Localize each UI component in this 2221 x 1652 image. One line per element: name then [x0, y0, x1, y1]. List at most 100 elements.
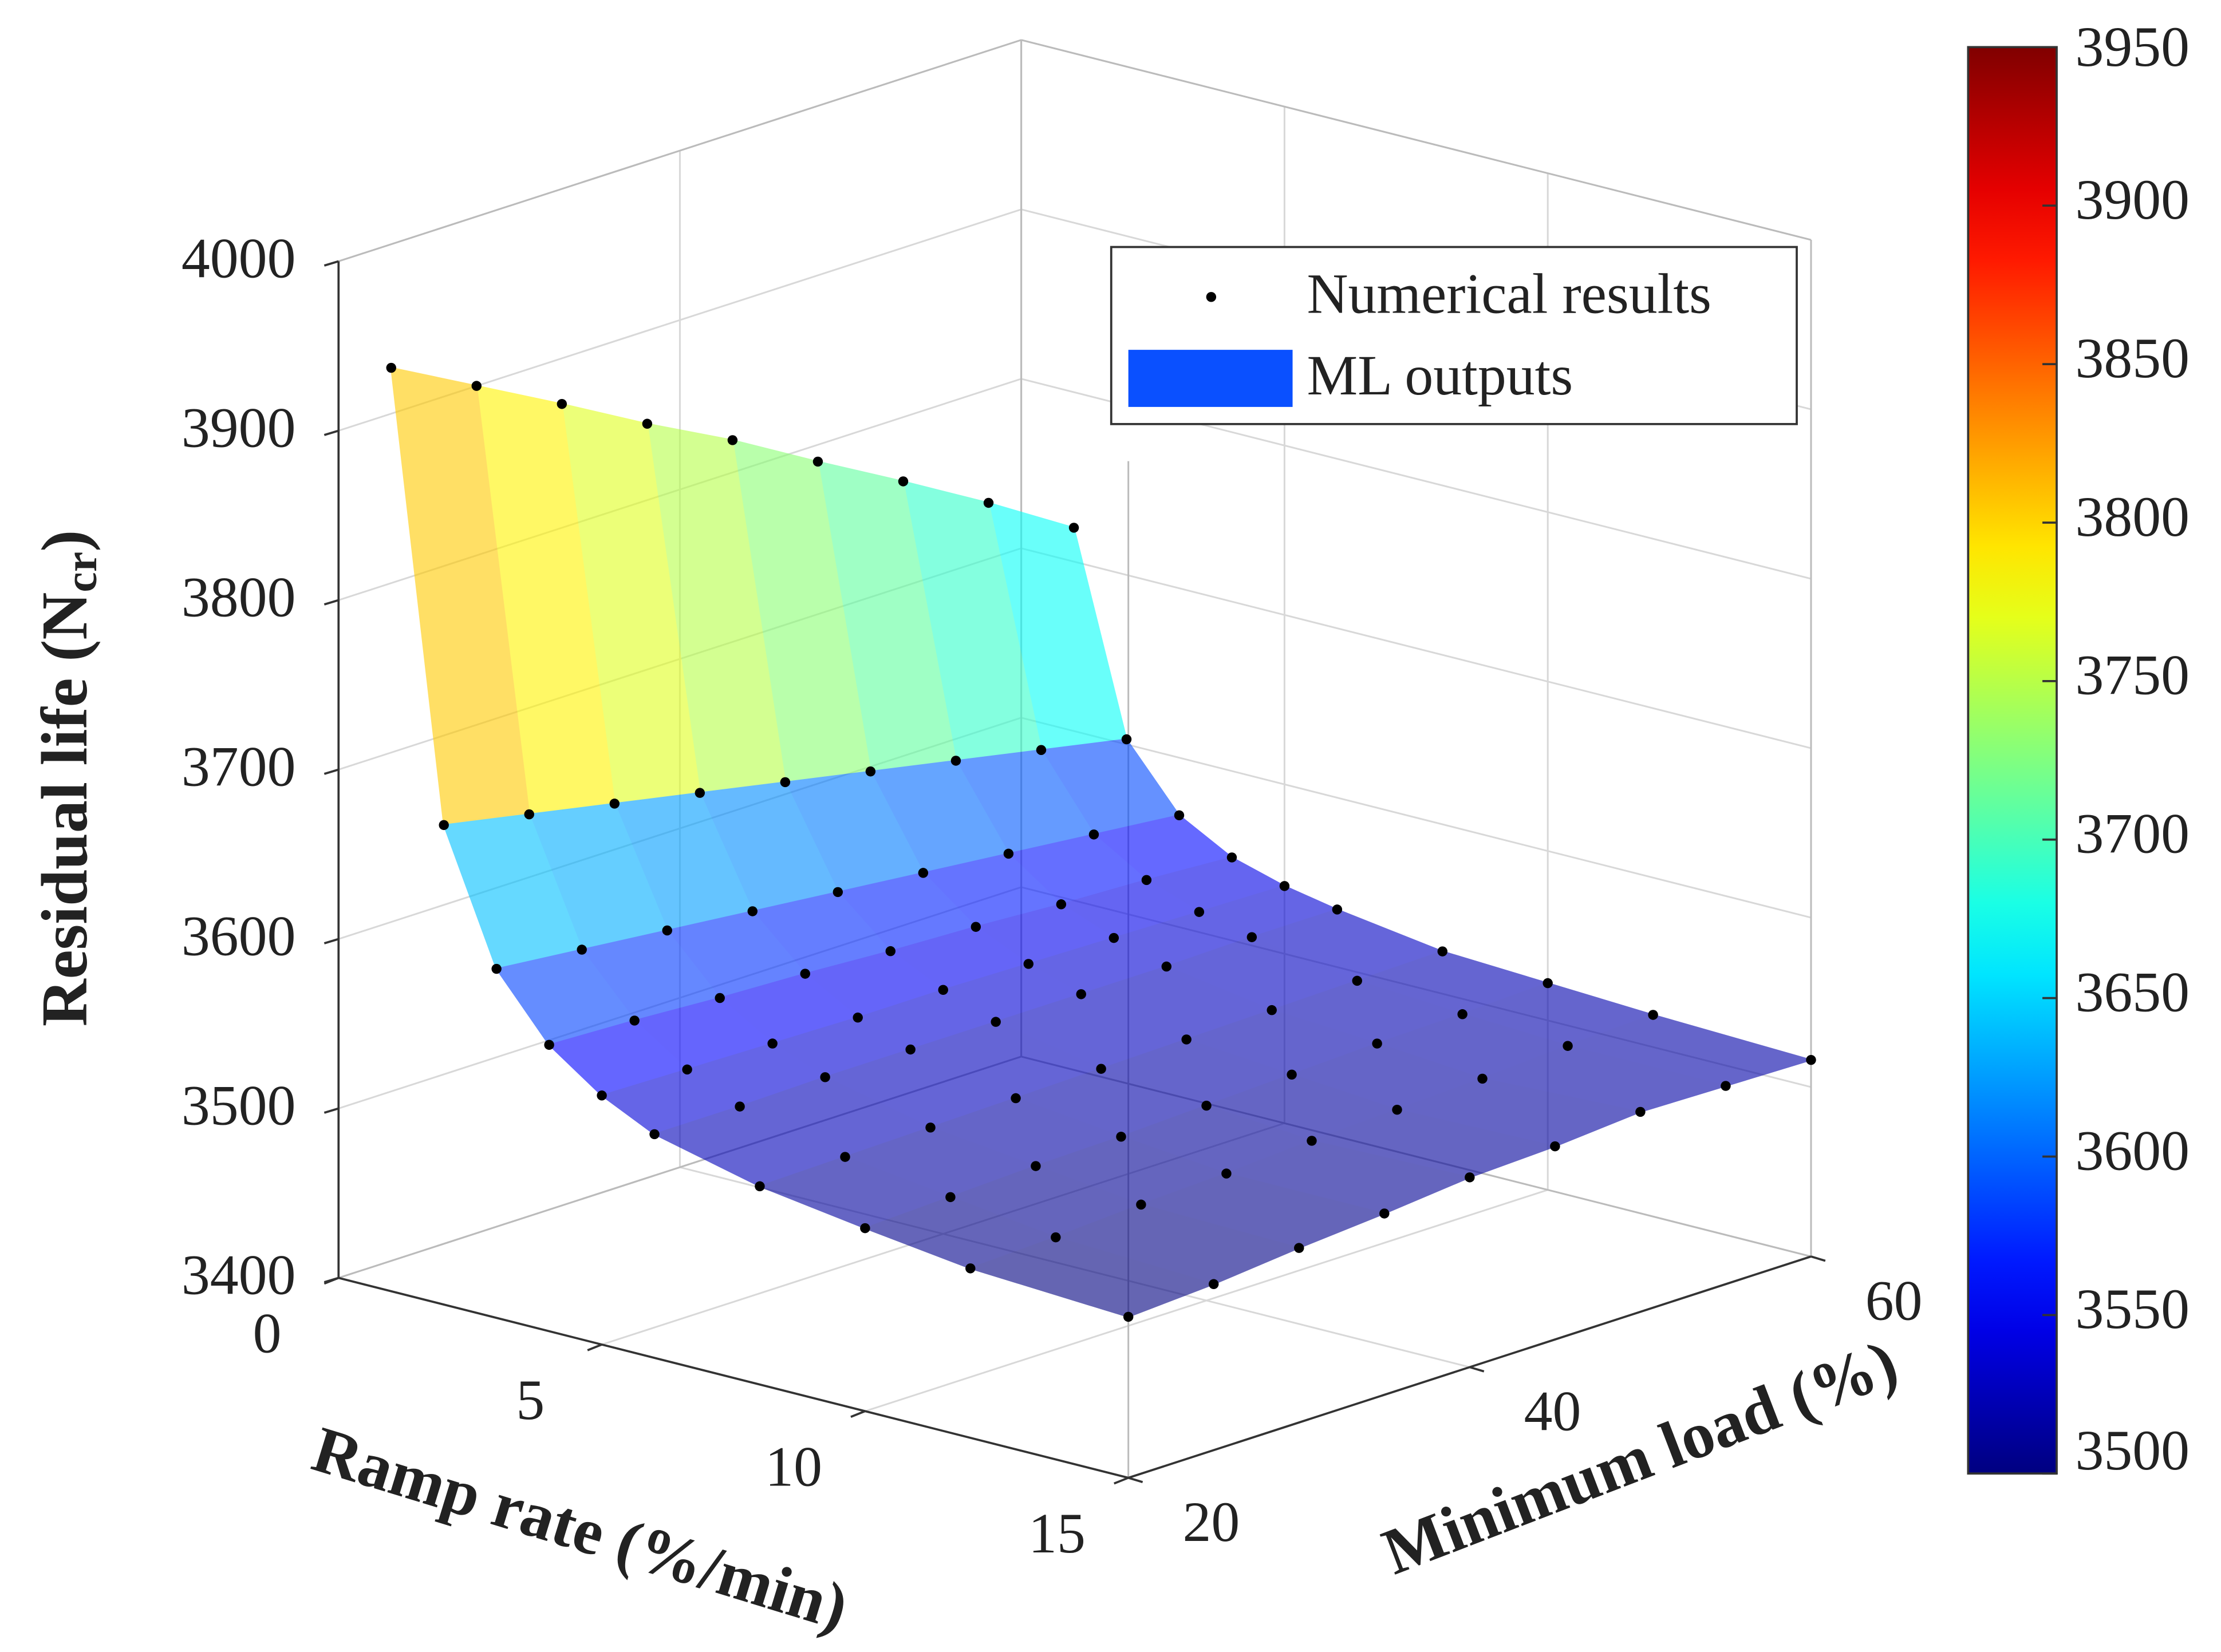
data-point	[1287, 1069, 1297, 1080]
y-tick-label: 40	[1524, 1380, 1581, 1443]
x-tick-label: 0	[253, 1302, 282, 1365]
y-tick	[1128, 1476, 1143, 1483]
data-point	[1121, 734, 1132, 745]
surface	[390, 367, 1812, 1318]
data-point	[682, 1064, 692, 1075]
data-point	[1457, 1009, 1467, 1019]
box-edge	[338, 39, 1022, 262]
data-point	[1076, 989, 1086, 999]
data-point	[491, 963, 502, 974]
z-tick-label: 3600	[182, 904, 296, 967]
data-point	[471, 381, 482, 391]
data-point	[1208, 1279, 1219, 1290]
data-point	[524, 809, 534, 820]
data-point	[1465, 1172, 1475, 1183]
data-point	[1806, 1054, 1816, 1065]
data-point	[1226, 852, 1237, 863]
data-point	[557, 399, 567, 409]
z-axis-label-part: Residual life (N	[28, 592, 101, 1027]
data-point	[1550, 1141, 1560, 1152]
data-point	[1056, 899, 1067, 910]
grid-line	[1021, 717, 1812, 919]
data-point	[780, 777, 791, 788]
data-point	[1379, 1208, 1390, 1219]
data-point	[695, 788, 705, 798]
z-tick	[324, 768, 339, 775]
data-point	[898, 476, 909, 487]
y-tick-label: 60	[1865, 1268, 1923, 1332]
data-point	[1221, 1168, 1232, 1179]
data-point	[1267, 1005, 1277, 1015]
data-point	[439, 820, 449, 831]
colorbar-tick-label: 3650	[2075, 960, 2190, 1023]
data-point	[983, 497, 994, 508]
data-point	[1088, 829, 1099, 840]
x-tick-label: 5	[516, 1368, 545, 1432]
colorbar: 3500 3550 3600 3650 3700 3750 3800 3850 3900 3950	[1967, 15, 2190, 1482]
z-axis-label-sub: cr	[56, 552, 106, 592]
data-point	[1051, 1232, 1061, 1243]
data-point	[1477, 1073, 1488, 1084]
legend: Numerical results ML outputs	[1110, 246, 1798, 425]
z-tick-label: 3400	[182, 1243, 296, 1306]
data-point	[1068, 523, 1079, 533]
data-point	[1116, 1132, 1126, 1142]
z-tick	[324, 429, 339, 436]
data-point	[1721, 1081, 1731, 1091]
data-point	[991, 1017, 1001, 1027]
y-axis-label: Minimum load (%)	[1373, 1326, 1907, 1588]
data-point	[544, 1040, 554, 1050]
x-tick-label: 15	[1028, 1501, 1086, 1565]
colorbar-tick-label: 3850	[2075, 326, 2190, 390]
data-point	[1123, 1311, 1134, 1322]
data-point	[735, 1101, 745, 1112]
data-point	[642, 418, 653, 429]
data-point	[820, 1072, 830, 1082]
y-tick-label: 20	[1182, 1490, 1240, 1554]
z-tick-label: 3800	[182, 565, 296, 629]
data-point	[1181, 1034, 1192, 1045]
data-point	[1201, 1100, 1212, 1111]
colorbar-tick-label: 3950	[2075, 15, 2190, 78]
data-point	[1294, 1243, 1304, 1253]
data-point	[577, 944, 587, 955]
data-point	[1372, 1038, 1382, 1049]
y-tick	[1810, 1255, 1826, 1262]
data-point	[386, 362, 396, 373]
data-point	[800, 969, 810, 979]
data-point	[747, 906, 758, 916]
data-point	[1543, 978, 1553, 989]
data-point	[885, 946, 896, 957]
data-point	[1635, 1106, 1646, 1117]
grid-line	[1021, 547, 1812, 749]
data-point	[629, 1015, 640, 1026]
z-tick-label: 3900	[182, 396, 296, 459]
x-tick-label: 10	[765, 1434, 822, 1498]
data-point	[1352, 975, 1362, 986]
data-point	[1003, 848, 1014, 859]
data-point	[918, 868, 929, 878]
data-point	[840, 1152, 850, 1162]
data-point	[715, 993, 725, 1003]
z-tick	[324, 260, 339, 267]
x-axis-line	[338, 1276, 1129, 1479]
data-point	[1141, 875, 1152, 886]
data-point	[945, 1192, 956, 1203]
legend-marker	[1206, 292, 1217, 302]
colorbar-tick-label: 3800	[2075, 485, 2190, 548]
x-tick	[850, 1410, 866, 1418]
data-point	[1437, 946, 1448, 957]
z-tick-label: 4000	[182, 226, 296, 290]
data-point	[860, 1223, 870, 1234]
data-point	[971, 922, 981, 932]
data-point	[662, 925, 672, 936]
data-point	[767, 1038, 778, 1049]
data-point	[597, 1090, 607, 1101]
points	[386, 362, 1816, 1322]
colorbar-tick-label: 3900	[2075, 168, 2190, 231]
z-tick-label: 3700	[182, 734, 296, 798]
data-point	[1136, 1199, 1146, 1210]
data-point	[1563, 1041, 1573, 1051]
